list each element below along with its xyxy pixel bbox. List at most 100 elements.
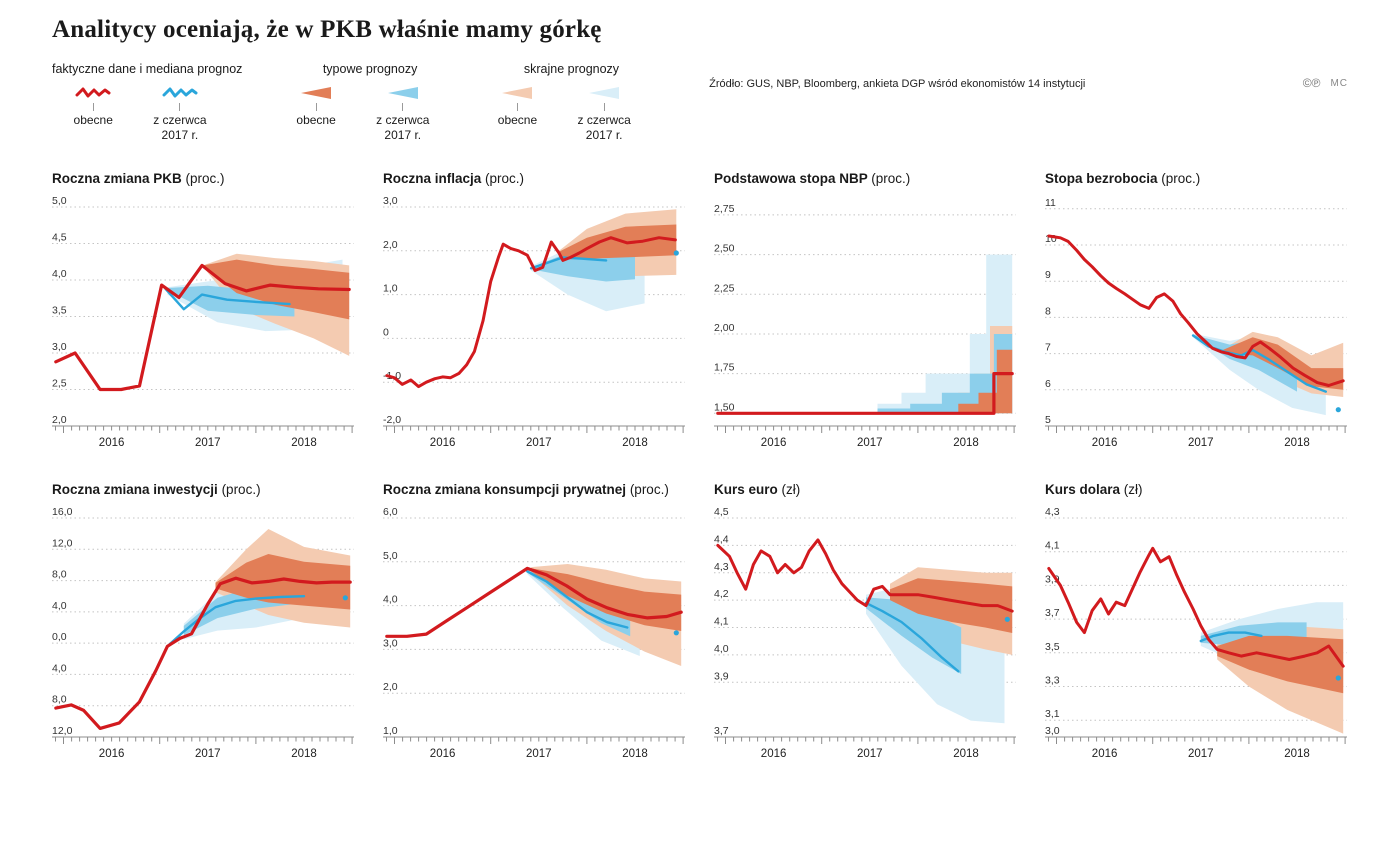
legend-bar: faktyczne dane i mediana prognoz obecne z … [52,62,1348,143]
y-tick-label: 5,0 [383,550,398,562]
y-tick-label: 2,0 [52,414,67,426]
legend-item: obecne [296,85,336,128]
typical-current-band [890,578,1013,633]
chart-title: Podstawowa stopa NBP (proc.) [714,171,1016,186]
page-title: Analitycy oceniają, że w PKB właśnie mam… [52,16,602,43]
actual-line [385,236,677,389]
infographic: Analitycy oceniają, że w PKB właśnie mam… [52,16,1348,771]
chart-canvas: 6,0 5,0 4,0 3,0 2,0 1,0 2016 2017 2018 [383,506,685,760]
legend-connector [179,103,181,111]
y-tick-label: 4,5 [714,506,729,518]
y-tick-label: 4,4 [714,533,729,545]
chart-title-text: Roczna zmiana PKB [52,171,186,186]
y-tick-label: 10 [1045,233,1057,245]
y-tick-label: 3,5 [1045,641,1060,653]
author-initials: MC [1330,77,1348,89]
source-note: Źródło: GUS, NBP, Bloomberg, ankieta DGP… [709,78,1086,90]
legend-connector [315,103,317,111]
y-tick-label: 0 [383,326,389,338]
typical-current-band [215,554,351,610]
x-year-label: 2018 [622,437,648,449]
credits: ©℗ MC [1303,76,1348,90]
y-tick-label: 1,0 [383,283,398,295]
actual-line [54,576,352,730]
y-tick-label: 8 [1045,305,1051,317]
chart-canvas: 11 10 9 8 7 6 5 2016 2017 2018 [1045,197,1347,449]
charts-grid: Roczna zmiana PKB (proc.) 5,0 4,5 4,0 3,5 3,0… [52,171,1348,771]
x-year-label: 2017 [526,437,552,449]
y-tick-label: 3,9 [1045,573,1060,585]
y-tick-label: 3,5 [52,305,67,317]
x-year-label: 2016 [1092,437,1118,449]
y-tick-label: -2,0 [383,414,401,426]
typical-current-band [1217,635,1344,694]
chart-title-text: Roczna zmiana inwestycji [52,482,222,497]
x-year-label: 2017 [1188,748,1214,760]
y-tick-label: 4,3 [714,561,729,573]
y-tick-label: 3,0 [52,341,67,353]
chart-title: Stopa bezrobocia (proc.) [1045,171,1347,186]
y-tick-label: 4,2 [714,588,729,600]
chart-canvas: 2,75 2,50 2,25 2,00 1,75 1,50 2016 2017 2018 [714,203,1016,449]
chart-title-unit: (proc.) [871,171,911,186]
chart-title-text: Kurs euro [714,482,782,497]
y-tick-label: 8,0 [52,694,67,706]
legend-item-label: z czerwca 2017 r. [577,113,631,142]
y-tick-label: 4,3 [1045,506,1060,518]
chart-title-text: Roczna zmiana konsumpcji prywatnej [383,482,630,497]
y-tick-label: 11 [1045,197,1056,209]
typical-current-band [958,349,1013,414]
legend-group-title: typowe prognozy [322,62,418,76]
chart-bezrobocie: Stopa bezrobocia (proc.) 11 10 9 8 7 6 5 2016 201… [1045,171,1347,460]
actual-line [54,263,351,392]
x-year-label: 2017 [857,437,883,449]
forecast-fan-icon [589,87,620,99]
x-year-label: 2018 [1284,437,1310,449]
legend-item: obecne [498,85,537,128]
forecast-endpoint-marker [673,250,679,256]
actual-line [1047,546,1345,668]
legend-group: typowe prognozy obecne z czerwca 2017 r. [296,62,443,143]
x-year-label: 2017 [857,748,883,760]
y-tick-label: 2,75 [714,203,735,215]
y-tick-label: 1,0 [383,725,398,737]
chart-konsumpcja: Roczna zmiana konsumpcji prywatnej (proc… [383,482,685,771]
y-tick-label: 3,9 [714,670,729,682]
legend-group: skrajne prognozy obecne z czerwca 2017 r. [498,62,645,143]
chart-title: Roczna zmiana PKB (proc.) [52,171,354,186]
y-tick-label: 3,0 [1045,725,1060,737]
legend-item: z czerwca 2017 r. [362,85,444,143]
legend-group: faktyczne dane i mediana prognoz obecne z … [52,62,242,143]
x-year-label: 2016 [99,748,125,760]
actual-line [716,372,1014,415]
x-year-label: 2016 [430,748,456,760]
y-tick-label: 2,5 [52,378,67,390]
legend-connector [516,103,518,111]
x-year-label: 2018 [291,748,317,760]
y-tick-label: 12,0 [52,725,73,737]
legend-group-title: faktyczne dane i mediana prognoz [52,62,243,76]
y-tick-label: 2,0 [383,681,398,693]
actual-line [385,566,683,638]
legend: faktyczne dane i mediana prognoz obecne z … [52,62,645,143]
chart-title: Kurs euro (zł) [714,482,1016,497]
median-june-line [166,595,306,648]
y-tick-label: 4,0 [714,643,729,655]
actual-line [716,538,1014,613]
y-tick-label: 12,0 [52,537,73,549]
chart-inwestycje: Roczna zmiana inwestycji (proc.) 16,0 12,0… [52,482,354,771]
forecast-endpoint-marker [1335,407,1341,413]
chart-kurs-euro: Kurs euro (zł) 4,5 4,4 4,3 4,2 4,1 4,0 3,9 3,7 20… [714,482,1016,771]
x-year-label: 2017 [1188,437,1214,449]
chart-canvas: 16,0 12,0 8,0 4,0 0,0 4,0 8,0 12,0 2016 2017 2018 [52,506,354,760]
x-year-label: 2018 [622,748,648,760]
forecast-endpoint-marker [1004,616,1010,622]
y-tick-label: 4,1 [1045,540,1060,552]
legend-connector [402,103,404,111]
x-year-label: 2016 [761,748,787,760]
forecast-fan-icon [502,87,533,99]
chart-title: Roczna inflacja (proc.) [383,171,685,186]
x-year-label: 2016 [430,437,456,449]
x-year-label: 2016 [1092,748,1118,760]
